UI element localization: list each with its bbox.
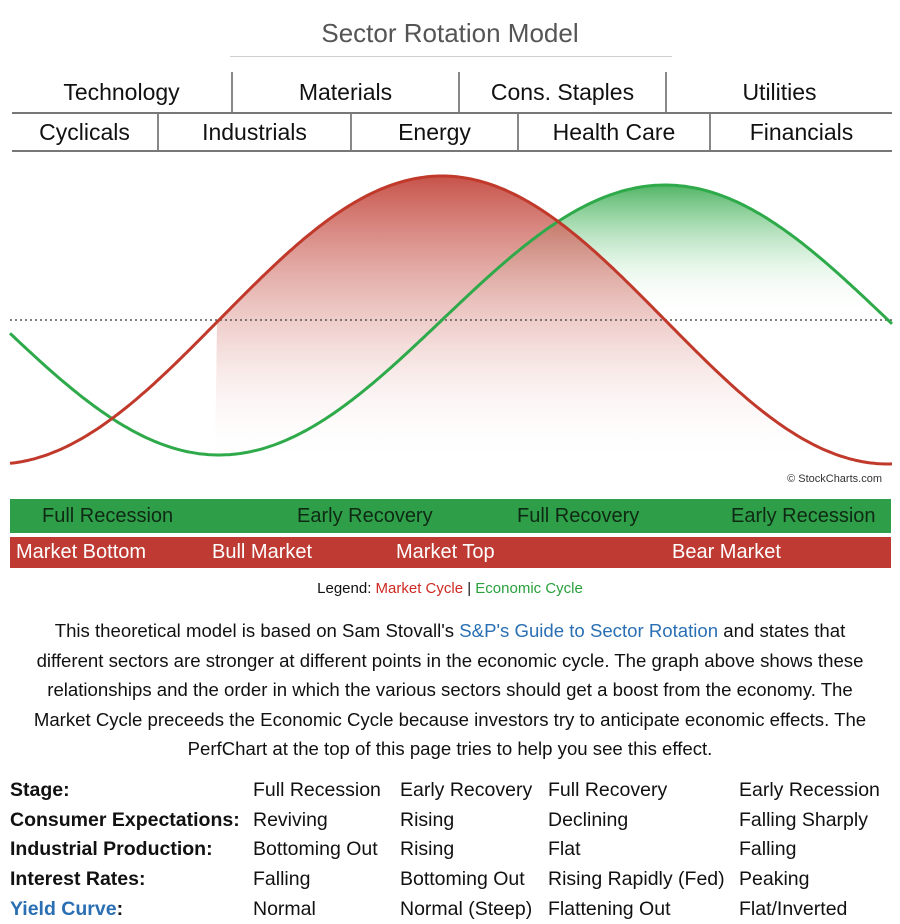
table-cell: Early Recovery [400, 779, 533, 802]
row-label-yield-curve: Yield Curve: [10, 894, 253, 924]
table-cell: Peaking [739, 868, 810, 891]
table-cell: Full Recession [253, 779, 381, 802]
table-cell: Bottoming Out [253, 838, 378, 861]
yield-curve-colon: : [116, 897, 124, 920]
stage-table: Stage: Full Recession Early Recovery Ful… [10, 776, 889, 924]
table-cell: Flattening Out [548, 897, 671, 920]
table-cell: Full Recovery [548, 779, 668, 802]
economic-stage-label: Early Recovery [297, 504, 433, 527]
title-divider [230, 56, 672, 57]
table-cell: Rising [400, 838, 455, 861]
economic-stage-label: Early Recession [731, 504, 876, 527]
market-cycle-curve [9, 174, 893, 466]
economic-stage-label: Full Recession [42, 504, 174, 527]
sector-utilities: Utilities [742, 78, 817, 105]
table-cell: Bottoming Out [400, 868, 525, 891]
page-title: Sector Rotation Model [321, 18, 579, 48]
market-stage-label: Market Top [396, 541, 495, 563]
copyright-note: © StockCharts.com [787, 473, 882, 485]
sector-health-care: Health Care [519, 114, 711, 150]
economic-stage-label: Full Recovery [517, 504, 640, 527]
sector-energy: Energy [352, 114, 519, 150]
sector-materials: Materials [233, 72, 460, 112]
table-cell: Rising [400, 808, 455, 831]
market-cycle-fill [215, 176, 892, 464]
table-cell: Reviving [253, 808, 328, 831]
table-cell: Rising Rapidly (Fed) [548, 868, 725, 891]
sector-industrials: Industrials [159, 114, 352, 150]
yield-curve-link[interactable]: Yield Curve [10, 897, 117, 920]
market-stage-label: Bull Market [212, 541, 313, 563]
table-row: Interest Rates: Falling Bottoming Out Ri… [10, 865, 889, 895]
cycle-diagram [8, 174, 894, 466]
market-stage-label: Market Bottom [16, 541, 147, 563]
description-paragraph: This theoretical model is based on Sam S… [20, 616, 880, 764]
market-stage-band: Market Bottom Bull Market Market Top Bea… [10, 537, 891, 568]
legend-prefix: Legend: [317, 580, 376, 597]
table-cell: Falling [253, 868, 311, 891]
row-label-interest-rates: Interest Rates: [10, 868, 146, 891]
sector-cons-staples: Cons. Staples [460, 72, 667, 112]
row-label-consumer-expectations: Consumer Expectations: [10, 808, 240, 831]
sector-financials: Financials [749, 118, 854, 145]
table-cell: Early Recession [739, 779, 880, 802]
paragraph-intro: This theoretical model is based on Sam S… [54, 620, 460, 641]
economic-cycle-curve [8, 183, 894, 457]
row-label-industrial-production: Industrial Production: [10, 838, 213, 861]
table-row: Stage: Full Recession Early Recovery Ful… [10, 776, 889, 806]
sector-row-bottom: Cyclicals Industrials Energy Health Care… [12, 114, 892, 152]
market-stage-label: Bear Market [672, 541, 781, 563]
table-cell: Falling [739, 838, 797, 861]
legend: Legend: Market Cycle | Economic Cycle [0, 580, 900, 597]
legend-separator: | [463, 580, 476, 597]
paragraph-body: and states that different sectors are st… [33, 620, 867, 759]
table-row: Industrial Production: Bottoming Out Ris… [10, 835, 889, 865]
table-row: Yield Curve: Normal Normal (Steep) Flatt… [10, 894, 889, 924]
economic-stage-band: Full Recession Early Recovery Full Recov… [10, 499, 891, 533]
table-cell: Normal (Steep) [400, 897, 533, 920]
legend-economic-cycle: Economic Cycle [475, 580, 583, 597]
sector-rotation-guide-link[interactable]: S&P's Guide to Sector Rotation [459, 620, 719, 641]
table-cell: Flat/Inverted [739, 897, 848, 920]
sector-technology: Technology [12, 72, 233, 112]
table-cell: Flat [548, 838, 581, 861]
table-cell: Normal [253, 897, 316, 920]
row-label-stage: Stage: [10, 779, 70, 802]
sector-row-top: Technology Materials Cons. Staples Utili… [12, 72, 892, 114]
sector-cyclicals: Cyclicals [12, 114, 159, 150]
table-cell: Declining [548, 808, 629, 831]
legend-market-cycle: Market Cycle [375, 580, 464, 597]
table-cell: Falling Sharply [739, 808, 868, 831]
table-row: Consumer Expectations: Reviving Rising D… [10, 806, 889, 836]
